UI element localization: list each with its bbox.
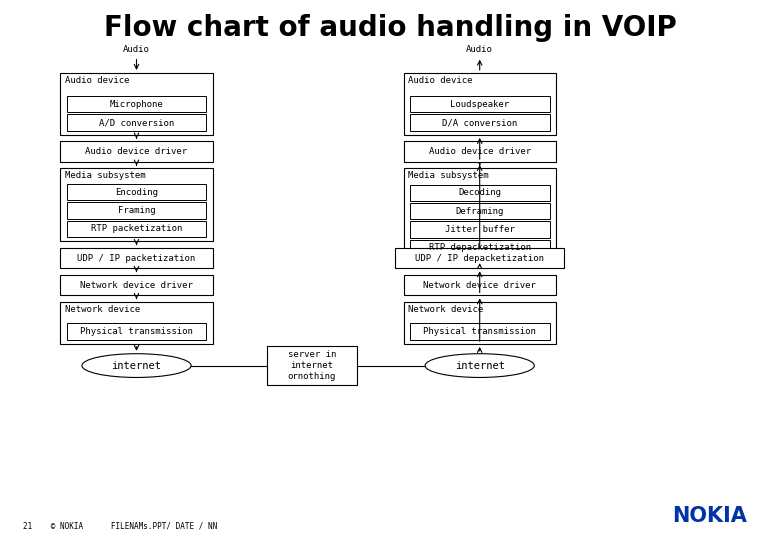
Bar	[404, 168, 555, 260]
Bar	[60, 275, 212, 295]
Text: server in
internet
ornothing: server in internet ornothing	[288, 350, 336, 381]
Text: Audio device: Audio device	[409, 76, 473, 85]
Text: D/A conversion: D/A conversion	[442, 118, 517, 127]
Text: Encoding: Encoding	[115, 188, 158, 197]
Ellipse shape	[425, 354, 534, 377]
Bar	[60, 248, 212, 268]
Bar	[404, 73, 555, 135]
Text: internet: internet	[112, 361, 161, 370]
Bar	[60, 302, 212, 344]
Bar	[60, 73, 212, 135]
Text: RTP packetization: RTP packetization	[90, 225, 183, 233]
Bar	[410, 240, 549, 256]
Text: Network device: Network device	[409, 305, 484, 314]
Bar	[404, 275, 555, 295]
Bar	[66, 323, 206, 340]
Text: Microphone: Microphone	[110, 100, 163, 109]
Text: A/D conversion: A/D conversion	[99, 118, 174, 127]
Text: Physical transmission: Physical transmission	[424, 327, 536, 336]
Bar	[66, 96, 206, 112]
Text: Media subsystem: Media subsystem	[65, 171, 146, 180]
Bar	[66, 202, 206, 219]
Text: Framing: Framing	[118, 206, 155, 215]
Text: RTP depacketization: RTP depacketization	[429, 244, 530, 252]
Text: 21    © NOKIA      FILENAMs.PPT/ DATE / NN: 21 © NOKIA FILENAMs.PPT/ DATE / NN	[23, 521, 218, 530]
Text: Deframing: Deframing	[456, 207, 504, 215]
Text: Network device: Network device	[65, 305, 140, 314]
Bar	[410, 203, 549, 219]
Bar	[267, 346, 357, 385]
Bar	[60, 168, 212, 241]
Text: NOKIA: NOKIA	[672, 507, 747, 526]
Text: Audio device driver: Audio device driver	[86, 147, 187, 156]
Bar	[410, 114, 549, 131]
Text: UDP / IP depacketization: UDP / IP depacketization	[415, 254, 544, 262]
Bar	[410, 96, 549, 112]
Text: Audio: Audio	[466, 45, 493, 54]
Text: Decoding: Decoding	[458, 188, 502, 197]
Text: Physical transmission: Physical transmission	[80, 327, 193, 336]
Ellipse shape	[82, 354, 191, 377]
Text: Network device driver: Network device driver	[424, 281, 536, 289]
Text: Loudspeaker: Loudspeaker	[450, 100, 509, 109]
Text: internet: internet	[455, 361, 505, 370]
Bar	[66, 184, 206, 200]
Text: Network device driver: Network device driver	[80, 281, 193, 289]
Text: Jitter buffer: Jitter buffer	[445, 225, 515, 234]
Bar	[410, 323, 549, 340]
Text: Media subsystem: Media subsystem	[409, 171, 489, 180]
Bar	[410, 185, 549, 201]
Bar	[60, 141, 212, 162]
Text: Audio device driver: Audio device driver	[429, 147, 530, 156]
Bar	[66, 221, 206, 237]
Bar	[410, 221, 549, 238]
Text: Audio device: Audio device	[65, 76, 129, 85]
Bar	[395, 248, 564, 268]
Bar	[66, 114, 206, 131]
Bar	[404, 141, 555, 162]
Text: UDP / IP packetization: UDP / IP packetization	[77, 254, 196, 262]
Text: Flow chart of audio handling in VOIP: Flow chart of audio handling in VOIP	[104, 14, 676, 42]
Bar	[404, 302, 555, 344]
Text: Audio: Audio	[123, 45, 150, 54]
